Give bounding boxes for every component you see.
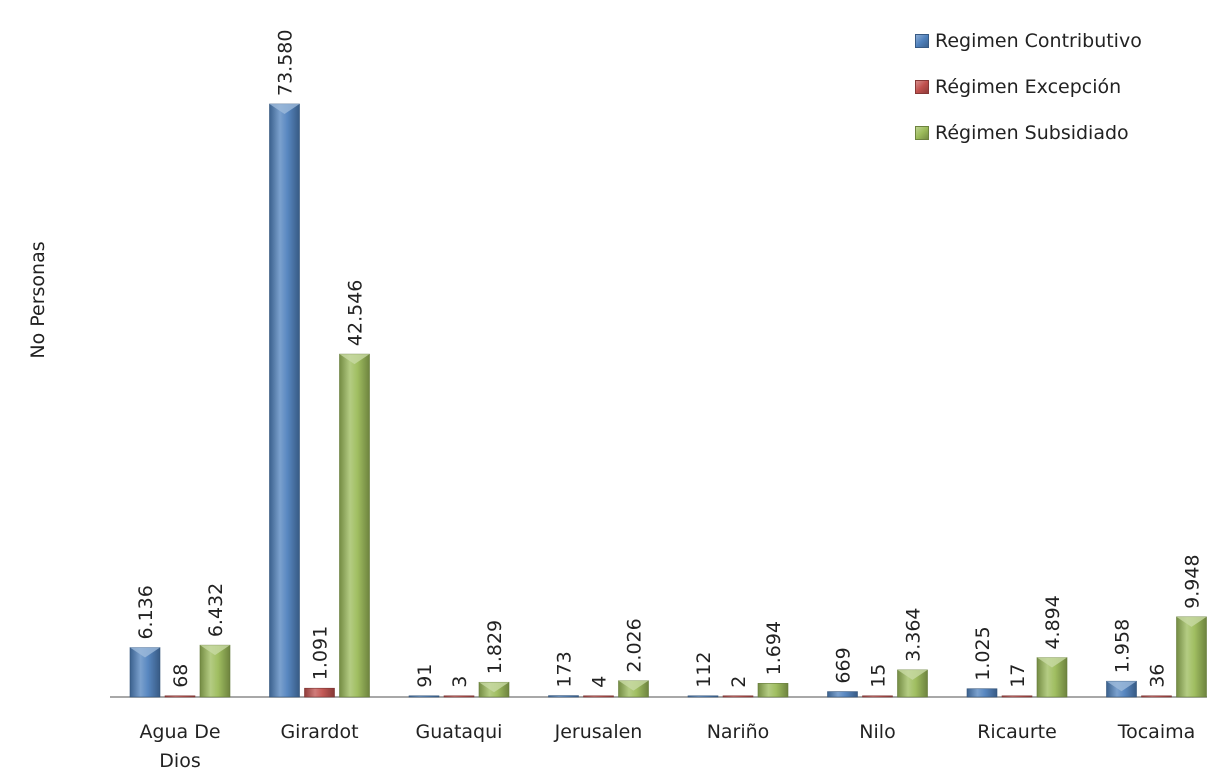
value-label-contributivo-0: 6.136 <box>135 585 157 639</box>
category-label-0: Agua De <box>139 721 220 743</box>
value-label-subsidiado-6: 4.894 <box>1042 595 1064 649</box>
y-axis-label: No Personas <box>27 241 49 359</box>
value-label-contributivo-2: 91 <box>414 664 436 688</box>
category-label-3: Jerusalen <box>554 721 643 743</box>
category-label-1: Girardot <box>280 721 358 743</box>
bar-excepcion-6 <box>1001 695 1033 698</box>
value-label-subsidiado-2: 1.829 <box>484 620 506 674</box>
value-label-excepcion-6: 17 <box>1007 664 1029 688</box>
bar-excepcion-0 <box>164 695 196 698</box>
legend-item-contributivo: Regimen Contributivo <box>915 30 1142 52</box>
value-label-excepcion-3: 4 <box>589 676 611 688</box>
legend-item-subsidiado: Régimen Subsidiado <box>915 122 1142 144</box>
legend: Regimen Contributivo Régimen Excepción R… <box>915 30 1142 168</box>
legend-swatch-contributivo <box>915 34 929 48</box>
value-label-excepcion-2: 3 <box>449 676 471 688</box>
legend-label-subsidiado: Régimen Subsidiado <box>935 122 1129 144</box>
category-label-2: Guataqui <box>416 721 503 743</box>
bar-subsidiado-1 <box>339 353 370 698</box>
bar-contributivo-3 <box>548 695 579 698</box>
value-label-subsidiado-4: 1.694 <box>763 621 785 675</box>
bar-excepcion-4 <box>722 695 754 698</box>
value-label-subsidiado-0: 6.432 <box>205 583 227 637</box>
category-labels-group: Agua De Dios Girardot Guataqui Jerusalen Nari… <box>139 721 1195 772</box>
legend-label-excepcion: Régimen Excepción <box>935 76 1122 98</box>
value-label-contributivo-1: 73.580 <box>275 30 297 96</box>
bar-excepcion-1 <box>304 687 335 698</box>
bar-contributivo-6 <box>966 688 998 698</box>
legend-item-excepcion: Régimen Excepción <box>915 76 1142 98</box>
bar-excepcion-3 <box>583 695 614 698</box>
bar-contributivo-2 <box>408 695 440 698</box>
bar-excepcion-7 <box>1141 695 1172 698</box>
category-label-0-line1: Dios <box>159 750 200 772</box>
bar-bevel-subsidiado-7 <box>1176 616 1207 627</box>
value-label-excepcion-7: 36 <box>1147 664 1169 688</box>
category-label-6: Ricaurte <box>977 721 1057 743</box>
bar-contributivo-4 <box>687 695 719 698</box>
value-label-contributivo-7: 1.958 <box>1112 619 1134 673</box>
bar-bevel-subsidiado-2 <box>479 682 509 693</box>
bar-bevel-subsidiado-1 <box>339 354 370 365</box>
bar-contributivo-1 <box>269 103 300 698</box>
category-label-7: Tocaima <box>1117 721 1196 743</box>
value-label-excepcion-1: 1.091 <box>310 626 332 680</box>
bar-bevel-contributivo-0 <box>130 647 160 658</box>
legend-swatch-excepcion <box>915 80 929 94</box>
value-label-contributivo-3: 173 <box>554 651 576 687</box>
value-label-excepcion-5: 15 <box>868 664 890 688</box>
value-label-excepcion-0: 68 <box>170 664 192 688</box>
category-label-4: Nariño <box>707 721 770 743</box>
value-label-contributivo-4: 112 <box>693 652 715 688</box>
bar-bevel-subsidiado-5 <box>897 669 928 680</box>
bar-bevel-contributivo-1 <box>269 104 300 114</box>
bar-subsidiado-7 <box>1176 616 1207 698</box>
bar-bevel-subsidiado-0 <box>200 645 230 656</box>
bar-excepcion-2 <box>443 695 475 698</box>
value-label-subsidiado-3: 2.026 <box>624 618 646 672</box>
bar-excepcion-5 <box>862 695 893 698</box>
legend-swatch-subsidiado <box>915 126 929 140</box>
legend-label-contributivo: Regimen Contributivo <box>935 30 1142 52</box>
bars-group <box>129 103 1207 698</box>
bar-bevel-subsidiado-6 <box>1037 657 1067 668</box>
bar-subsidiado-4 <box>757 683 789 698</box>
value-label-subsidiado-1: 42.546 <box>345 280 367 346</box>
value-label-subsidiado-5: 3.364 <box>903 607 925 661</box>
bar-bevel-subsidiado-3 <box>618 680 649 691</box>
bar-contributivo-5 <box>827 691 858 698</box>
category-label-5: Nilo <box>859 721 895 743</box>
value-label-excepcion-4: 2 <box>728 676 750 688</box>
bar-bevel-contributivo-7 <box>1106 681 1137 692</box>
value-label-contributivo-6: 1.025 <box>972 626 994 680</box>
value-label-contributivo-5: 669 <box>833 647 855 683</box>
value-label-subsidiado-7: 9.948 <box>1182 554 1204 608</box>
